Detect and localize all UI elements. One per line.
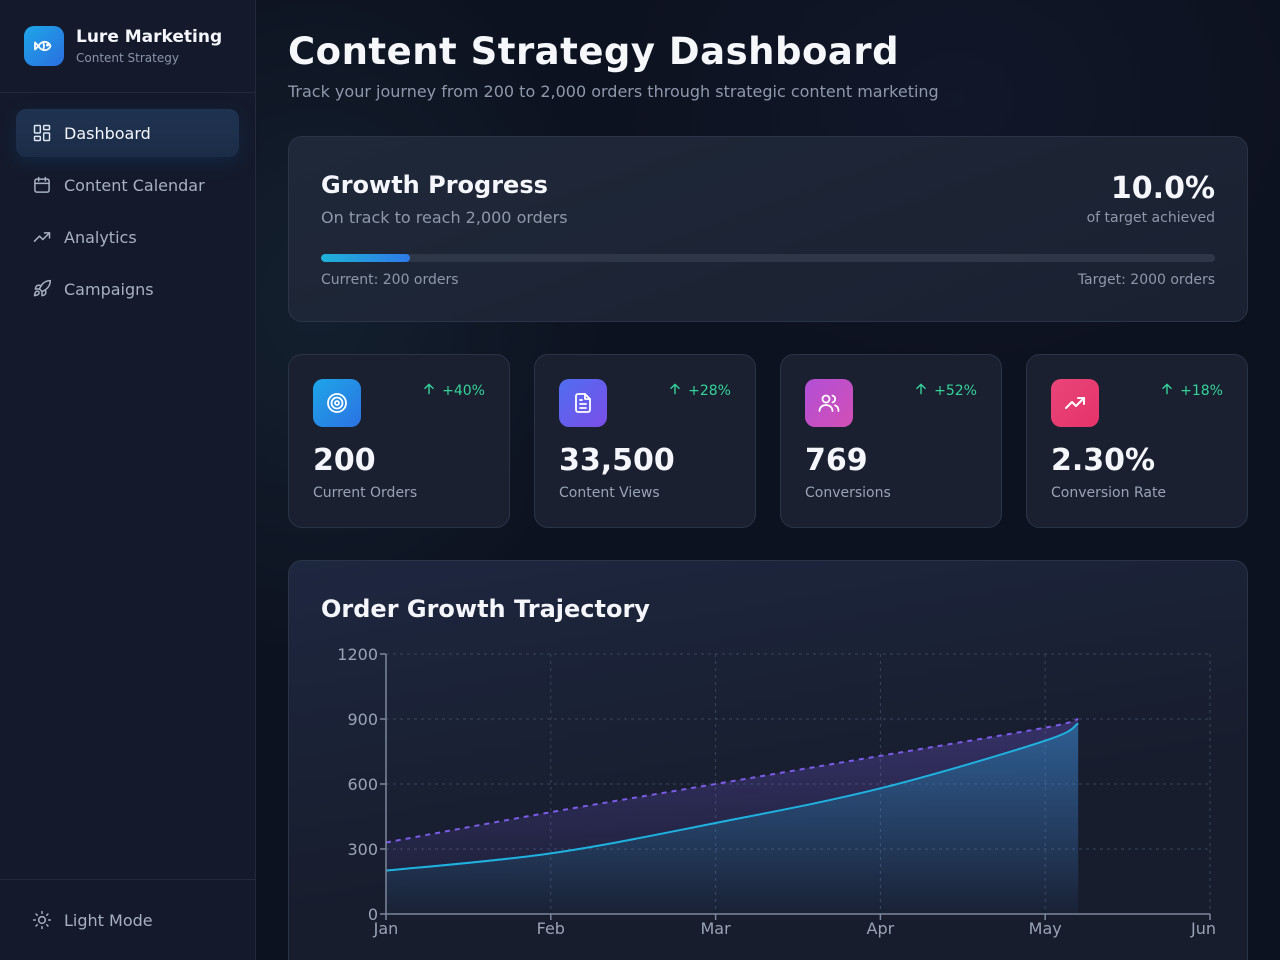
chart-title: Order Growth Trajectory — [321, 595, 650, 623]
trending-up-icon — [1051, 379, 1099, 427]
actual-line — [385, 722, 1079, 872]
stat-label: Conversions — [805, 485, 891, 501]
target-percent: 10.0% — [1110, 171, 1215, 206]
dashboard-icon — [32, 123, 52, 143]
x-tick-label: May — [1029, 919, 1062, 938]
stat-card-current-orders[interactable]: +40% 200 Current Orders — [288, 354, 510, 528]
theme-toggle-label: Light Mode — [64, 910, 153, 930]
growth-progress-title: Growth Progress — [321, 171, 548, 199]
target-percent-label: of target achieved — [1086, 210, 1215, 226]
page-title: Content Strategy Dashboard — [288, 30, 900, 73]
users-icon — [805, 379, 853, 427]
stat-card-conversions[interactable]: +52% 769 Conversions — [780, 354, 1002, 528]
sidebar: Lure Marketing Content Strategy Dashboar… — [0, 0, 256, 960]
sidebar-item-label: Campaigns — [64, 279, 154, 299]
sidebar-item-label: Content Calendar — [64, 175, 205, 195]
y-tick-label: 0 — [368, 905, 378, 924]
sidebar-item-dashboard[interactable]: Dashboard — [16, 109, 239, 157]
sidebar-item-content-calendar[interactable]: Content Calendar — [16, 161, 239, 209]
brand-subtitle: Content Strategy — [76, 51, 179, 65]
sidebar-nav: Dashboard Content Calendar Analytics — [0, 93, 255, 333]
calendar-icon — [32, 175, 52, 195]
sidebar-item-label: Dashboard — [64, 123, 151, 143]
stat-change: +52% — [914, 382, 977, 400]
order-growth-chart-card: Order Growth Trajectory 0 300 600 900 1200 Ja… — [288, 560, 1248, 960]
y-tick-label: 300 — [347, 840, 378, 859]
growth-progress-card: Growth Progress On track to reach 2,000 … — [288, 136, 1248, 322]
growth-progress-subtitle: On track to reach 2,000 orders — [321, 208, 568, 227]
stat-label: Current Orders — [313, 485, 418, 501]
brand-name: Lure Marketing — [76, 27, 223, 47]
x-tick-label: Apr — [867, 919, 895, 938]
stat-change-value: +18% — [1180, 383, 1223, 399]
target-orders-label: Target: 2000 orders — [1077, 272, 1215, 288]
actual-area — [386, 723, 1079, 914]
stat-value: 769 — [805, 443, 868, 478]
sidebar-item-label: Analytics — [64, 227, 137, 247]
target-line — [385, 718, 1079, 844]
rocket-icon — [32, 279, 52, 299]
fish-icon — [24, 26, 64, 66]
arrow-up-icon — [422, 382, 436, 400]
stat-label: Conversion Rate — [1051, 485, 1167, 501]
sun-icon — [32, 910, 52, 930]
stat-change: +28% — [668, 382, 731, 400]
stat-change-value: +40% — [442, 383, 485, 399]
arrow-up-icon — [914, 382, 928, 400]
order-growth-chart: 0 300 600 900 1200 Jan Feb Mar Apr May Jun — [337, 645, 1216, 938]
x-tick-label: Jan — [373, 919, 399, 938]
target-icon — [313, 379, 361, 427]
y-tick-label: 600 — [347, 775, 378, 794]
current-orders-label: Current: 200 orders — [321, 272, 459, 288]
stat-label: Content Views — [559, 485, 660, 501]
progress-bar — [321, 254, 1215, 262]
progress-bar-fill — [321, 254, 411, 262]
document-icon — [559, 379, 607, 427]
sidebar-item-analytics[interactable]: Analytics — [16, 213, 239, 261]
arrow-up-icon — [668, 382, 682, 400]
stat-card-conversion-rate[interactable]: +18% 2.30% Conversion Rate — [1026, 354, 1248, 528]
stat-change: +18% — [1160, 382, 1223, 400]
x-tick-label: Feb — [537, 919, 565, 938]
sidebar-item-campaigns[interactable]: Campaigns — [16, 265, 239, 313]
stat-value: 200 — [313, 443, 376, 478]
arrow-up-icon — [1160, 382, 1174, 400]
stat-change: +40% — [422, 382, 485, 400]
page-subtitle: Track your journey from 200 to 2,000 ord… — [288, 82, 939, 101]
stat-value: 33,500 — [559, 443, 675, 478]
stats-row: +40% 200 Current Orders +28% 33,500 Cont… — [288, 354, 1248, 528]
trending-up-icon — [32, 227, 52, 247]
x-tick-label: Jun — [1190, 919, 1216, 938]
stat-change-value: +28% — [688, 383, 731, 399]
y-tick-label: 900 — [347, 710, 378, 729]
y-tick-label: 1200 — [337, 645, 378, 664]
stat-change-value: +52% — [934, 383, 977, 399]
brand[interactable]: Lure Marketing Content Strategy — [0, 0, 255, 93]
x-tick-label: Mar — [701, 919, 732, 938]
stat-value: 2.30% — [1051, 443, 1156, 478]
theme-toggle-button[interactable]: Light Mode — [0, 879, 255, 960]
stat-card-content-views[interactable]: +28% 33,500 Content Views — [534, 354, 756, 528]
